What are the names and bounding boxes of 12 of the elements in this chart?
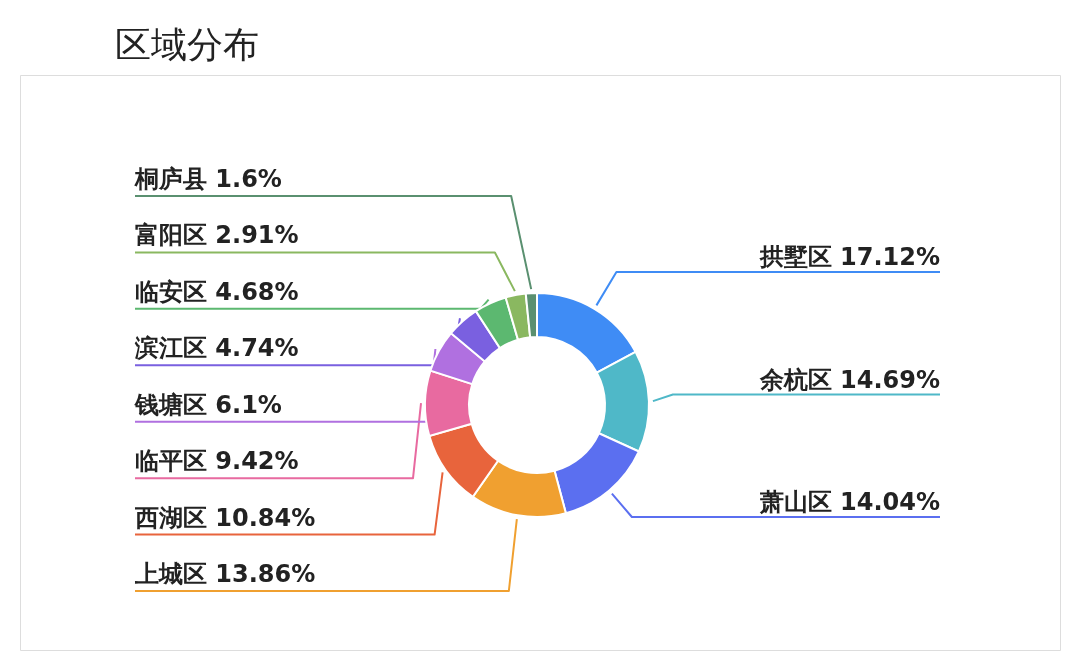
slice-label: 临平区 9.42%	[135, 447, 299, 476]
slice-label: 富阳区 2.91%	[135, 221, 299, 250]
slice-label: 临安区 4.68%	[135, 277, 299, 306]
slice-label: 余杭区 14.69%	[758, 365, 940, 394]
slice-label: 拱墅区 17.12%	[758, 243, 940, 271]
slice-label: 西湖区 10.84%	[134, 503, 316, 532]
slice-label: 钱塘区 6.1%	[134, 390, 282, 419]
slice-label: 上城区 13.86%	[134, 560, 316, 588]
chart-title: 区域分布	[115, 24, 259, 65]
slice-label: 桐庐县 1.6%	[134, 165, 282, 193]
slice-label: 萧山区 14.04%	[758, 488, 940, 516]
slice-label: 滨江区 4.74%	[134, 334, 299, 363]
